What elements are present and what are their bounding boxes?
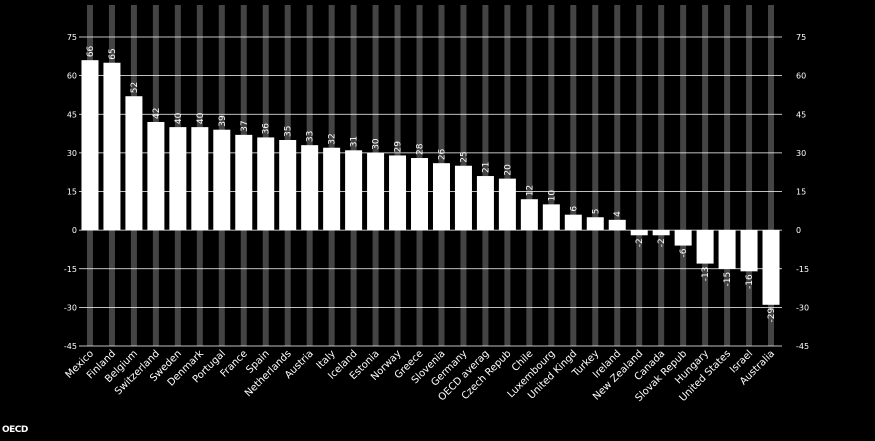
y-tick-label-left: 45 [67, 110, 77, 119]
bar [103, 62, 121, 231]
data-label: 12 [525, 185, 535, 196]
y-tick-label-left: 0 [72, 226, 77, 235]
bar [125, 96, 143, 231]
y-tick-label-right: -30 [796, 303, 809, 312]
y-tick-label-left: -15 [64, 265, 77, 274]
y-tick-label-right: -15 [796, 265, 809, 274]
bar [696, 230, 714, 264]
bar [718, 230, 736, 269]
data-label: 42 [152, 108, 162, 119]
y-tick-label-left: 75 [67, 33, 77, 42]
data-label: -2 [657, 238, 667, 247]
data-label: 32 [328, 133, 338, 144]
data-label: 52 [130, 82, 140, 93]
data-label: 36 [262, 123, 272, 135]
data-label: 30 [372, 138, 382, 150]
y-tick-label-right: 45 [796, 110, 806, 119]
data-label: 33 [306, 131, 316, 142]
grid-band [658, 5, 665, 346]
data-label: 21 [481, 162, 491, 173]
grid-band [526, 5, 533, 346]
bar [235, 134, 253, 231]
data-label: 25 [459, 151, 469, 162]
data-label: 28 [416, 143, 426, 155]
bar [213, 129, 231, 231]
bar [674, 230, 692, 246]
grid-band [768, 5, 775, 346]
bar [608, 219, 626, 231]
data-label: 35 [284, 126, 294, 137]
bar [411, 158, 429, 231]
grid-band [592, 5, 599, 346]
data-label: 6 [569, 206, 579, 212]
y-tick-label-right: 30 [796, 149, 806, 158]
grid-band [570, 5, 577, 346]
grid-band [482, 5, 489, 346]
data-label: -15 [723, 272, 733, 287]
bar [323, 147, 341, 231]
bar [564, 214, 582, 231]
bar [740, 230, 758, 272]
data-label: 40 [174, 112, 184, 124]
bar [345, 150, 363, 231]
grid-band [680, 5, 687, 346]
bar [81, 60, 99, 231]
bar [498, 178, 516, 231]
data-label: -13 [701, 267, 711, 282]
oecd-logo: OECD [2, 424, 34, 436]
grid-band [746, 5, 753, 346]
bar [652, 230, 670, 236]
data-label: 10 [547, 190, 557, 202]
bar [630, 230, 648, 236]
data-label: 29 [394, 141, 404, 153]
y-tick-label-right: 60 [796, 72, 806, 81]
bar [762, 230, 780, 305]
y-tick-label-left: 30 [67, 149, 77, 158]
y-tick-label-right: 0 [796, 226, 801, 235]
y-tick-label-left: 15 [67, 188, 77, 197]
y-tick-label-left: 60 [67, 72, 77, 81]
oecd-logo-text: OECD [2, 425, 28, 435]
bar [301, 145, 319, 231]
data-label: 39 [218, 115, 228, 127]
bar [257, 137, 275, 231]
data-label: -29 [767, 308, 777, 323]
bar [389, 155, 407, 231]
data-label: 4 [613, 211, 623, 217]
grid-band [724, 5, 731, 346]
data-label: 20 [503, 164, 513, 176]
data-label: -2 [635, 238, 645, 247]
bar [586, 217, 604, 231]
bar [367, 152, 385, 231]
bar [476, 176, 494, 231]
bar [454, 165, 472, 231]
bar [191, 127, 209, 231]
bar [432, 163, 450, 231]
data-label: 37 [240, 120, 250, 131]
data-label: -16 [745, 274, 755, 289]
y-tick-label-left: -45 [64, 342, 77, 351]
data-label: 40 [196, 112, 206, 124]
grid-band [636, 5, 643, 346]
data-label: 26 [437, 148, 447, 160]
grid-band [702, 5, 709, 346]
data-label: 5 [591, 209, 601, 215]
data-label: 65 [108, 48, 118, 59]
bar [542, 204, 560, 231]
grid-band [504, 5, 511, 346]
bar [279, 140, 297, 231]
y-tick-label-left: -30 [64, 303, 77, 312]
grid-band [614, 5, 621, 346]
y-tick-label-right: 75 [796, 33, 806, 42]
bar [520, 199, 538, 231]
bar [169, 127, 187, 231]
grid-band [548, 5, 555, 346]
y-tick-label-right: -45 [796, 342, 809, 351]
y-tick-label-right: 15 [796, 188, 806, 197]
data-label: 66 [86, 45, 96, 57]
bar [147, 121, 165, 231]
data-label: -6 [679, 248, 689, 257]
data-label: 31 [350, 136, 360, 147]
